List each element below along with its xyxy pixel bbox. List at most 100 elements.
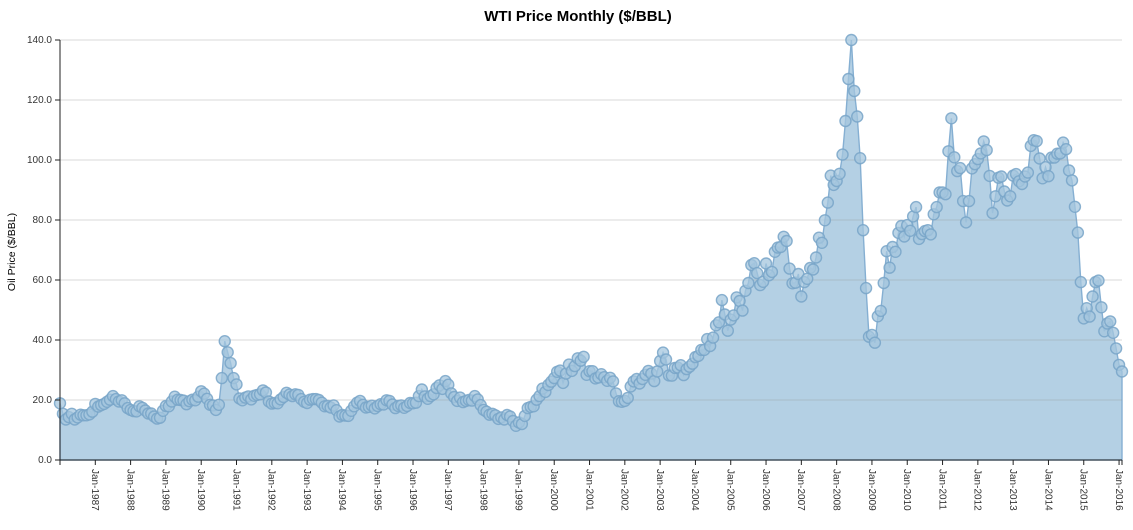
data-point[interactable] [736,304,749,317]
data-point[interactable] [833,167,846,181]
data-point[interactable] [883,261,896,274]
data-point[interactable] [806,263,820,276]
y-tick-label: 100.0 [27,155,52,166]
data-point[interactable] [980,143,993,157]
data-point[interactable] [1065,174,1079,187]
data-point[interactable] [1021,166,1035,179]
data-point[interactable] [721,324,734,337]
data-point[interactable] [809,251,823,264]
data-point[interactable] [924,228,937,241]
x-tick-label: Jan-1999 [513,469,524,511]
data-point[interactable] [868,336,882,349]
data-point[interactable] [903,224,917,238]
data-point-markers [53,33,1129,432]
data-point[interactable] [1030,134,1043,148]
data-point[interactable] [839,114,852,128]
data-point[interactable] [995,170,1008,183]
data-point[interactable] [1004,190,1017,203]
data-point[interactable] [706,331,720,344]
data-point[interactable] [962,194,976,208]
data-point[interactable] [848,84,861,98]
y-tick-label: 140.0 [27,35,52,46]
x-tick-label: Jan-2010 [901,469,912,511]
data-point[interactable] [230,378,243,391]
y-tick-label: 20.0 [33,395,53,406]
y-tick-labels: 0.0 20.0 40.0 60.0 80.0 100.0 120.0 140.0 [27,35,52,466]
data-point[interactable] [851,110,864,123]
data-point[interactable] [221,346,234,359]
data-point[interactable] [1115,365,1129,378]
data-point[interactable] [659,353,673,366]
data-point[interactable] [986,206,999,220]
data-point[interactable] [215,371,229,385]
data-point[interactable] [1092,274,1105,287]
data-point[interactable] [818,214,832,227]
y-tick-label: 120.0 [27,95,52,106]
y-tick-label: 0.0 [38,455,52,466]
data-point[interactable] [954,161,967,175]
x-tick-label: Jan-2001 [583,469,594,511]
x-tick-label: Jan-1989 [160,469,171,511]
data-point[interactable] [948,151,961,164]
data-point[interactable] [1059,142,1073,156]
data-point[interactable] [853,151,867,165]
data-point[interactable] [765,265,779,279]
data-point[interactable] [224,356,237,370]
data-point[interactable] [621,391,634,405]
data-point[interactable] [795,290,808,303]
data-point[interactable] [1033,152,1046,165]
data-point[interactable] [577,350,590,363]
x-tick-label: Jan-1994 [336,469,347,511]
y-tick-label: 60.0 [33,275,53,286]
data-point[interactable] [650,365,664,378]
data-point[interactable] [742,276,755,290]
data-point[interactable] [874,304,887,318]
data-point[interactable] [1074,275,1088,289]
data-point[interactable] [218,335,231,348]
data-point[interactable] [959,216,973,229]
x-tick-label: Jan-2009 [866,469,877,511]
data-point[interactable] [751,266,764,280]
data-point[interactable] [1109,342,1123,355]
x-tick-label: Jan-2013 [1007,469,1018,511]
data-point[interactable] [780,234,793,248]
x-tick-label: Jan-2015 [1078,469,1089,511]
data-point[interactable] [1071,226,1085,239]
data-point[interactable] [930,200,943,214]
data-point[interactable] [856,223,870,237]
data-point[interactable] [945,112,958,125]
data-point[interactable] [1086,290,1099,303]
data-point[interactable] [842,72,855,86]
data-point[interactable] [1104,315,1117,328]
data-point[interactable] [1068,200,1082,214]
data-point[interactable] [821,196,835,209]
axes [55,39,1123,465]
data-point[interactable] [1095,301,1108,314]
data-point[interactable] [939,187,952,201]
data-point[interactable] [1083,310,1096,323]
data-point[interactable] [877,276,890,290]
data-point[interactable] [909,200,923,214]
x-tick-label: Jan-2007 [795,469,806,511]
data-point[interactable] [212,398,226,411]
data-point[interactable] [1106,326,1120,339]
data-point[interactable] [845,33,858,47]
x-tick-label: Jan-2002 [619,469,630,511]
data-point[interactable] [759,257,773,270]
data-point[interactable] [836,148,849,161]
y-tick-label: 40.0 [33,335,53,346]
data-point[interactable] [715,293,729,307]
x-tick-label: Jan-2005 [725,469,736,511]
y-axis-title: Oil Price ($/BBL) [6,213,18,291]
x-tick-label: Jan-2004 [689,469,700,511]
data-point[interactable] [889,245,902,259]
data-point[interactable] [815,236,829,250]
x-tick-label: Jan-1992 [266,469,277,511]
data-point[interactable] [606,375,620,388]
data-point[interactable] [859,281,873,295]
x-tick-label: Jan-1988 [124,469,135,511]
data-point[interactable] [1042,169,1055,183]
data-point[interactable] [783,262,796,275]
